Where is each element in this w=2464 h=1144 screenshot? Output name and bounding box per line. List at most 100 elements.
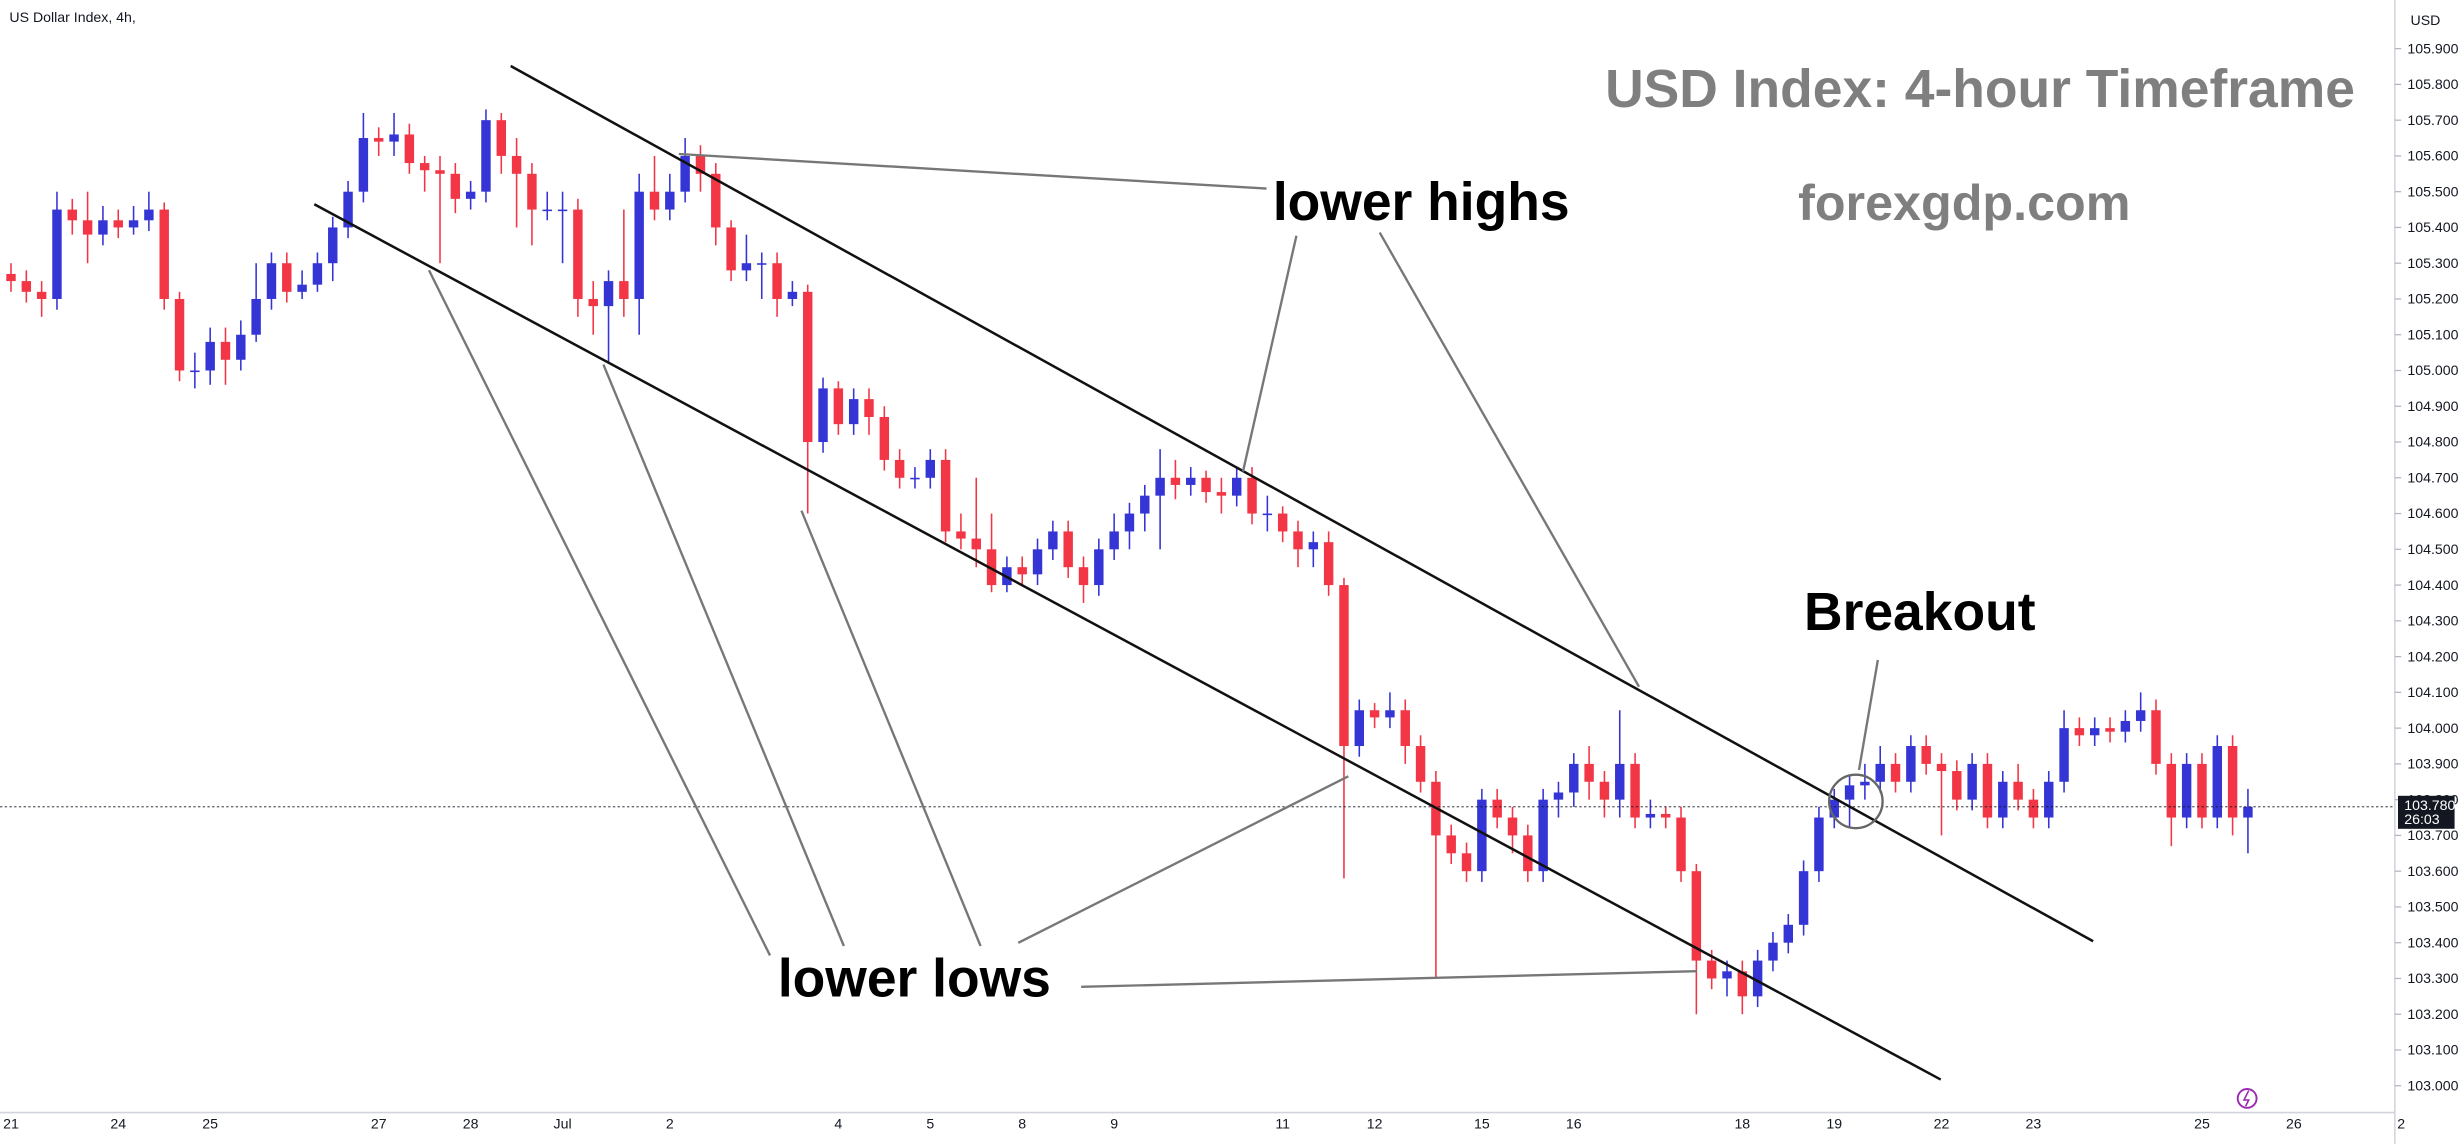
candle-body	[956, 531, 966, 539]
candle-body	[2105, 728, 2115, 732]
candle-body	[741, 263, 752, 271]
y-tick-label: 105.900	[2407, 40, 2458, 56]
candle-body	[818, 388, 828, 443]
pointer-line	[1857, 659, 1880, 771]
pointer-line	[800, 510, 982, 947]
candle-body	[374, 138, 384, 142]
y-tick-label: 105.400	[2407, 219, 2458, 235]
candle-body	[2166, 763, 2177, 818]
candle-body	[52, 209, 62, 299]
y-tick-label: 105.200	[2407, 291, 2458, 307]
candle-body	[1645, 813, 1656, 818]
candle-body	[1446, 835, 1456, 854]
candle-body	[1553, 792, 1564, 800]
candle-body	[205, 341, 215, 371]
candle-body	[1890, 763, 1901, 782]
candle-body	[588, 298, 598, 307]
candle-body	[940, 459, 951, 532]
candle-body	[695, 155, 706, 174]
candle-body	[282, 263, 292, 292]
x-tick-label: 27	[371, 1115, 387, 1131]
candle-body	[251, 298, 261, 335]
x-tick-label: 15	[1474, 1115, 1490, 1131]
candle-body	[312, 263, 323, 285]
x-tick-label: 12	[1367, 1115, 1383, 1131]
candle-body	[343, 191, 353, 228]
y-tick-label: 105.100	[2407, 326, 2458, 342]
candle-body	[1461, 853, 1472, 872]
pointer-line	[602, 364, 845, 947]
y-tick-label: 104.500	[2407, 541, 2458, 557]
candle-body	[297, 284, 307, 292]
x-tick-label: 2	[666, 1115, 674, 1131]
pointer-line	[1017, 775, 1349, 944]
y-tick-label: 103.600	[2407, 863, 2458, 879]
candle-body	[1584, 763, 1594, 782]
candle-body	[1032, 549, 1043, 575]
candle-body	[848, 399, 859, 425]
x-tick-label: 23	[2026, 1115, 2042, 1131]
x-tick-label: 19	[1826, 1115, 1842, 1131]
candle-body	[2090, 728, 2100, 736]
candle-body	[2028, 799, 2039, 818]
candle-body	[557, 209, 568, 212]
y-tick-label: 105.800	[2407, 76, 2458, 92]
symbol-label: US Dollar Index, 4h,	[9, 9, 135, 25]
candle-body	[220, 341, 231, 360]
last-price-box	[2398, 795, 2455, 829]
candle-body	[603, 281, 614, 307]
candle-body	[1063, 531, 1073, 568]
candle-body	[21, 281, 32, 292]
candle-body	[435, 170, 445, 174]
x-tick-label: 5	[926, 1115, 934, 1131]
chart-title: USD Index: 4-hour Timeframe	[1605, 60, 2355, 119]
candle-body	[190, 370, 200, 373]
candle-body	[1170, 477, 1181, 485]
candle-body	[2059, 728, 2069, 782]
candle-body	[236, 334, 246, 360]
candle-body	[1262, 513, 1273, 516]
candle-body	[2074, 728, 2085, 736]
y-tick-label: 104.000	[2407, 720, 2458, 736]
candle-body	[2243, 806, 2253, 818]
y-tick-label: 103.700	[2407, 827, 2458, 843]
breakout-circle	[1827, 773, 1884, 830]
candle-body	[1737, 971, 1748, 997]
candle-body	[1354, 710, 1364, 747]
y-tick-label: 105.500	[2407, 183, 2458, 199]
candle-body	[82, 220, 93, 235]
candle-body	[1599, 781, 1610, 800]
pointer-line	[1081, 969, 1698, 989]
pointer-line	[678, 152, 1267, 190]
y-tick-label: 104.200	[2407, 648, 2458, 664]
pointer-line	[1378, 231, 1641, 688]
candle-body	[481, 120, 491, 192]
candle-body	[879, 416, 890, 460]
candle-body	[159, 209, 169, 299]
candle-body	[1277, 513, 1288, 532]
candle-body	[2151, 710, 2161, 764]
candle-body	[98, 220, 108, 235]
candle-body	[1201, 477, 1211, 493]
candle-body	[542, 209, 552, 212]
candle-body	[833, 388, 844, 425]
candle-body	[1048, 531, 1058, 550]
chart-subtitle: forexgdp.com	[1798, 174, 2130, 231]
annotation: Breakout	[1804, 583, 2036, 642]
candle-body	[1232, 477, 1242, 496]
candle-body	[1094, 549, 1104, 586]
candle-body	[1936, 763, 1947, 772]
candle-body	[1492, 799, 1502, 818]
y-tick-label: 103.100	[2407, 1042, 2458, 1058]
candle-body	[6, 273, 16, 282]
candle-body	[2135, 710, 2146, 721]
candle-body	[1216, 492, 1227, 496]
candle-body	[665, 191, 675, 210]
candle-body	[986, 549, 997, 586]
candle-body	[1768, 942, 1778, 961]
x-tick-label: 4	[834, 1115, 842, 1131]
candle-body	[1078, 567, 1089, 586]
candle-body	[1615, 763, 1625, 800]
y-tick-label: 103.900	[2407, 756, 2458, 772]
y-tick-label: 104.300	[2407, 613, 2458, 629]
